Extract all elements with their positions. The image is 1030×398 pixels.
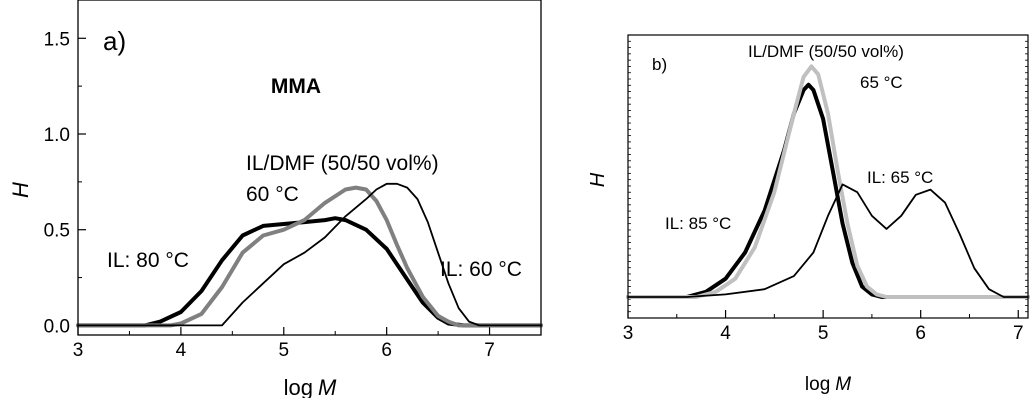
a-y-axis-label: H <box>8 182 33 198</box>
a-y-tick-label: 0.0 <box>44 316 70 337</box>
a-series-line-2 <box>77 182 542 327</box>
panel-a: 3 4 5 6 7 0.0 0.5 1.0 1.5 a) MMA IL/DMF (50/50 v… <box>8 0 543 398</box>
a-annotation-60c: 60 °C <box>246 183 299 206</box>
a-x-tick-label: 7 <box>484 340 495 361</box>
a-axis-ticks <box>77 37 491 335</box>
b-x-tick-label: 3 <box>623 323 634 344</box>
b-x-tick-label: 5 <box>818 323 829 344</box>
b-series-line-2 <box>627 183 1029 298</box>
a-x-axis-label-text: log <box>284 375 313 398</box>
a-tick-labels: 3 4 5 6 7 0.0 0.5 1.0 1.5 <box>44 29 495 361</box>
a-annotation-ildmf: IL/DMF (50/50 vol%) <box>246 152 439 175</box>
b-panel-label: b) <box>652 55 667 74</box>
b-tick-labels: 3 4 5 6 7 <box>623 323 1024 344</box>
b-y-axis-label: H <box>587 172 609 187</box>
a-chart-title: MMA <box>271 75 321 98</box>
b-x-axis-label-italic: M <box>835 374 851 395</box>
a-x-axis-label: log M <box>284 375 337 398</box>
b-x-axis-label-text: log <box>805 374 830 395</box>
a-y-tick-label: 1.0 <box>44 125 70 146</box>
a-y-tick-label: 0.5 <box>44 221 70 242</box>
b-annotation-il85: IL: 85 °C <box>665 214 731 233</box>
b-plot-frame <box>627 34 1029 319</box>
b-axis-ticks <box>627 40 1028 318</box>
b-series-group <box>626 64 1030 299</box>
a-y-tick-label: 1.5 <box>44 29 70 50</box>
a-x-tick-label: 6 <box>381 340 392 361</box>
a-series-group <box>76 182 543 328</box>
b-annotation-ildmf: IL/DMF (50/50 vol%) <box>748 42 904 61</box>
a-x-axis-label-italic: M <box>318 375 337 398</box>
b-annotation-65c: 65 °C <box>860 73 903 92</box>
b-x-tick-label: 4 <box>720 323 731 344</box>
a-x-tick-label: 3 <box>73 340 84 361</box>
a-panel-label: a) <box>103 26 126 56</box>
b-x-tick-label: 7 <box>1013 323 1024 344</box>
b-x-tick-label: 6 <box>915 323 926 344</box>
panel-b: 3 4 5 6 7 b) IL/DMF (50/50 vol%) 65 °C IL: 6… <box>587 34 1030 395</box>
a-x-tick-label: 4 <box>176 340 187 361</box>
a-series-line-1 <box>76 185 543 328</box>
b-series-line-0 <box>626 82 1030 299</box>
a-plot-frame <box>77 0 542 336</box>
a-annotation-il80: IL: 80 °C <box>107 249 189 272</box>
b-x-axis-label: log M <box>805 374 851 395</box>
b-series-line-1 <box>626 64 1030 299</box>
a-annotation-il60: IL: 60 °C <box>440 258 522 281</box>
b-annotation-il65: IL: 65 °C <box>867 168 933 187</box>
a-x-tick-label: 5 <box>278 340 289 361</box>
a-series-line-0 <box>76 216 543 328</box>
